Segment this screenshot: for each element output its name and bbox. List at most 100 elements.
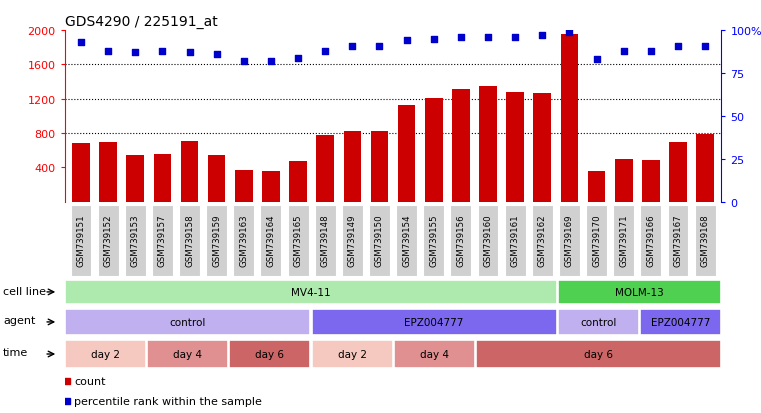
- Bar: [65, 280, 557, 304]
- Text: GSM739162: GSM739162: [538, 214, 547, 267]
- Text: GSM739165: GSM739165: [294, 214, 303, 267]
- Bar: [533, 93, 551, 202]
- Bar: [669, 142, 687, 202]
- Text: EPZ004777: EPZ004777: [404, 317, 463, 327]
- Point: [346, 43, 358, 50]
- Point: [482, 35, 494, 41]
- Text: day 6: day 6: [584, 349, 613, 359]
- Text: GSM739166: GSM739166: [646, 214, 655, 267]
- FancyBboxPatch shape: [206, 206, 227, 276]
- Point: [211, 52, 223, 58]
- Point: [237, 59, 250, 65]
- Text: day 4: day 4: [419, 349, 448, 359]
- Text: time: time: [3, 348, 28, 358]
- FancyBboxPatch shape: [586, 206, 607, 276]
- Bar: [393, 340, 475, 368]
- Bar: [317, 135, 334, 202]
- Point: [591, 57, 603, 64]
- Bar: [229, 340, 310, 368]
- Bar: [343, 131, 361, 202]
- Bar: [476, 340, 721, 368]
- Text: control: control: [170, 317, 206, 327]
- Bar: [640, 309, 721, 335]
- FancyBboxPatch shape: [315, 206, 336, 276]
- Point: [156, 48, 168, 55]
- Text: MOLM-13: MOLM-13: [615, 287, 664, 297]
- Bar: [587, 171, 606, 202]
- Bar: [558, 280, 721, 304]
- FancyBboxPatch shape: [505, 206, 526, 276]
- Bar: [126, 156, 144, 202]
- FancyBboxPatch shape: [559, 206, 580, 276]
- Text: count: count: [75, 376, 106, 386]
- FancyBboxPatch shape: [369, 206, 390, 276]
- Bar: [154, 154, 171, 202]
- Text: agent: agent: [3, 316, 36, 326]
- Text: control: control: [580, 317, 616, 327]
- Bar: [148, 340, 228, 368]
- Point: [428, 36, 440, 43]
- Bar: [452, 90, 470, 202]
- Point: [672, 43, 684, 50]
- Bar: [558, 309, 638, 335]
- FancyBboxPatch shape: [641, 206, 661, 276]
- FancyBboxPatch shape: [532, 206, 552, 276]
- Text: GSM739157: GSM739157: [158, 214, 167, 267]
- Text: EPZ004777: EPZ004777: [651, 317, 710, 327]
- Point: [645, 48, 657, 55]
- Text: GSM739158: GSM739158: [185, 214, 194, 267]
- FancyBboxPatch shape: [152, 206, 173, 276]
- Bar: [642, 160, 660, 202]
- Point: [509, 35, 521, 41]
- Text: GSM739155: GSM739155: [429, 214, 438, 267]
- FancyBboxPatch shape: [71, 206, 91, 276]
- Bar: [262, 171, 280, 202]
- Text: GSM739152: GSM739152: [103, 214, 113, 267]
- Text: day 6: day 6: [256, 349, 285, 359]
- Text: GSM739171: GSM739171: [619, 214, 629, 267]
- FancyBboxPatch shape: [451, 206, 471, 276]
- FancyBboxPatch shape: [478, 206, 498, 276]
- FancyBboxPatch shape: [125, 206, 145, 276]
- Point: [129, 50, 142, 57]
- Bar: [371, 131, 388, 202]
- Point: [75, 40, 87, 46]
- Text: GSM739163: GSM739163: [239, 214, 248, 267]
- Text: percentile rank within the sample: percentile rank within the sample: [75, 396, 262, 406]
- FancyBboxPatch shape: [288, 206, 308, 276]
- Text: GSM739161: GSM739161: [511, 214, 520, 267]
- Text: day 4: day 4: [174, 349, 202, 359]
- Text: GSM739149: GSM739149: [348, 214, 357, 267]
- Point: [265, 59, 277, 65]
- Text: cell line: cell line: [3, 286, 46, 296]
- Text: GDS4290 / 225191_at: GDS4290 / 225191_at: [65, 14, 218, 28]
- Point: [699, 43, 712, 50]
- Bar: [65, 309, 310, 335]
- Text: GSM739151: GSM739151: [76, 214, 85, 267]
- Text: GSM739153: GSM739153: [131, 214, 140, 267]
- Bar: [398, 106, 416, 202]
- FancyBboxPatch shape: [342, 206, 363, 276]
- Bar: [696, 135, 714, 202]
- Text: GSM739169: GSM739169: [565, 214, 574, 267]
- FancyBboxPatch shape: [179, 206, 200, 276]
- Text: day 2: day 2: [338, 349, 367, 359]
- FancyBboxPatch shape: [695, 206, 715, 276]
- Text: GSM739159: GSM739159: [212, 214, 221, 267]
- FancyBboxPatch shape: [423, 206, 444, 276]
- Point: [618, 48, 630, 55]
- Point: [563, 29, 575, 36]
- Text: GSM739156: GSM739156: [457, 214, 466, 267]
- FancyBboxPatch shape: [396, 206, 417, 276]
- Bar: [479, 87, 497, 202]
- FancyBboxPatch shape: [234, 206, 254, 276]
- Point: [102, 48, 114, 55]
- Text: GSM739150: GSM739150: [375, 214, 384, 267]
- Text: MV4-11: MV4-11: [291, 287, 331, 297]
- Bar: [311, 309, 557, 335]
- Bar: [235, 171, 253, 202]
- Bar: [289, 162, 307, 202]
- Bar: [425, 99, 443, 202]
- Text: GSM739154: GSM739154: [402, 214, 411, 267]
- Text: GSM739148: GSM739148: [320, 214, 330, 267]
